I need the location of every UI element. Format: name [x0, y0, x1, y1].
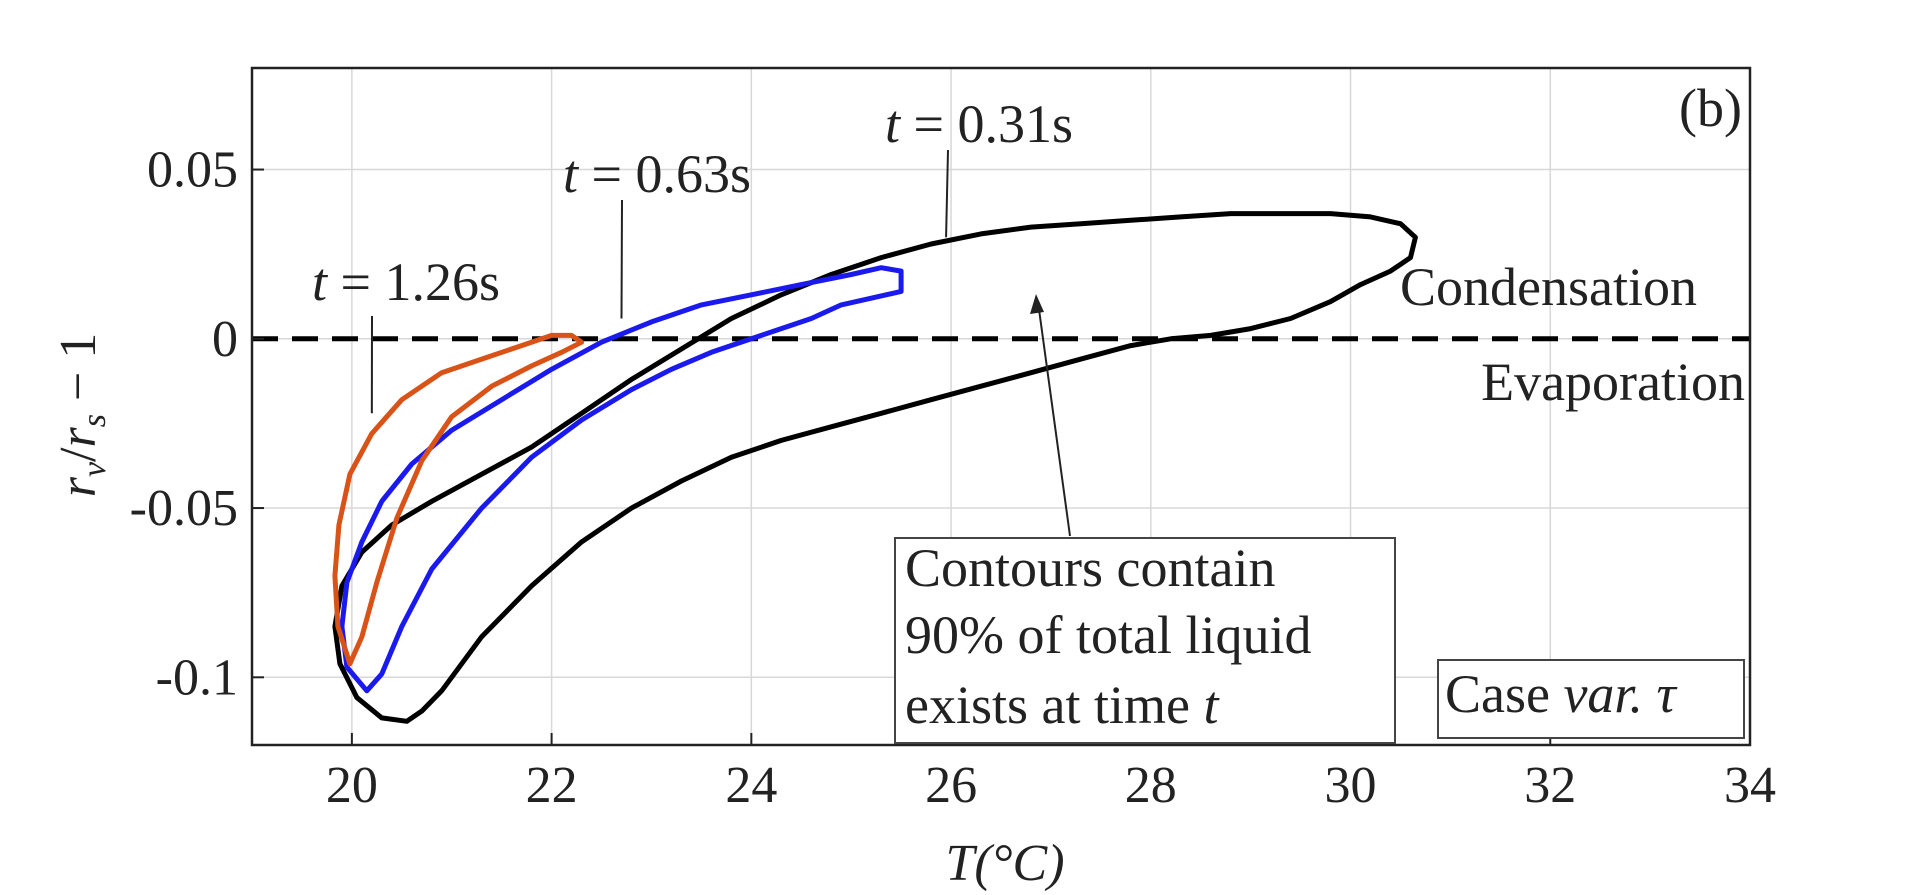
evaporation-label: Evaporation — [1481, 352, 1745, 412]
panel-label: (b) — [1679, 78, 1742, 138]
x-tick-label: 24 — [725, 757, 777, 814]
x-tick-label: 32 — [1524, 757, 1576, 814]
x-tick-label: 30 — [1325, 757, 1377, 814]
x-tick-label: 34 — [1724, 757, 1776, 814]
contour-series-1 — [339, 265, 904, 694]
case-box: Case var. τ — [1437, 659, 1745, 739]
leader-lines — [370, 149, 949, 414]
y-axis-label: rv/rs − 1 — [50, 333, 113, 498]
x-tick-label: 22 — [526, 757, 578, 814]
contour-series-0 — [332, 211, 1418, 724]
contour-series — [332, 211, 1418, 724]
contour-series-2 — [332, 332, 585, 667]
y-tick-label: -0.05 — [130, 480, 238, 537]
y-tick-label: -0.1 — [156, 649, 238, 706]
annotation-box: Contours contain 90% of total liquid exi… — [894, 537, 1396, 744]
x-axis-label: T(°C) — [945, 835, 1064, 892]
annotation-line-2: 90% of total liquid — [905, 605, 1311, 665]
case-label: Case var. τ — [1445, 664, 1677, 724]
annotation-line-1: Contours contain — [905, 538, 1275, 598]
y-tick-label: 0.05 — [147, 142, 238, 199]
annotation-arrow — [1030, 294, 1071, 537]
series-label-t031: t = 0.31s — [885, 94, 1073, 154]
condensation-label: Condensation — [1400, 257, 1697, 317]
y-tick-label: 0 — [212, 311, 238, 368]
x-tick-labels: 20 22 24 26 28 30 32 34 — [326, 757, 1776, 814]
x-tick-label: 26 — [925, 757, 977, 814]
leader-line-0 — [945, 149, 949, 238]
annotation-line-3: exists at time t — [905, 675, 1220, 735]
y-tick-labels: 0.05 0 -0.05 -0.1 — [130, 142, 238, 707]
series-label-t126: t = 1.26s — [312, 252, 500, 312]
x-tick-label: 28 — [1125, 757, 1177, 814]
x-tick-label: 20 — [326, 757, 378, 814]
series-label-t063: t = 0.63s — [563, 144, 751, 204]
axes-frame — [250, 66, 1752, 747]
